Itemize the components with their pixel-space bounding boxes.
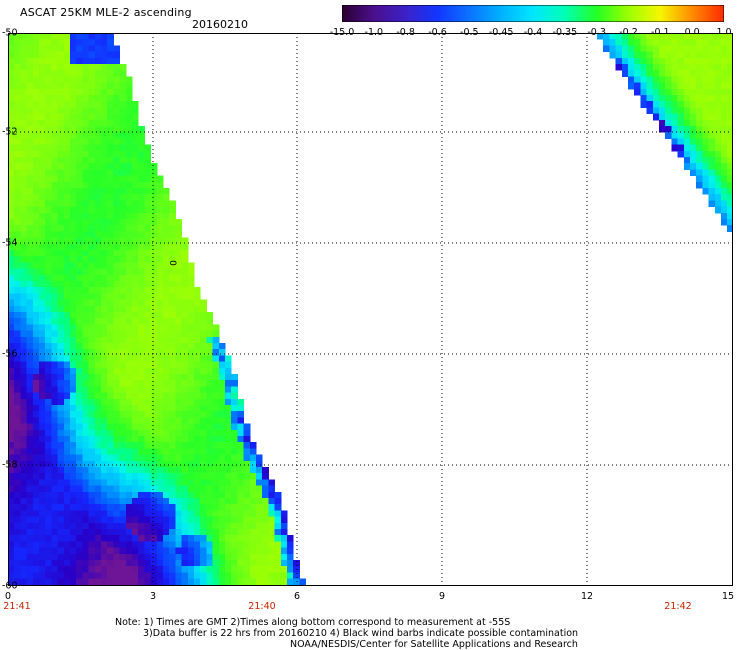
colorbar-tick-label: -0.35 xyxy=(552,27,578,38)
longitude-label: 12 xyxy=(580,591,594,602)
note-line-1: Note: 1) Times are GMT 2)Times along bot… xyxy=(115,617,511,628)
longitude-label: 6 xyxy=(293,591,301,602)
time-label-right: 21:42 xyxy=(664,601,692,612)
colorbar xyxy=(342,5,724,22)
time-label-left: 21:41 xyxy=(3,601,31,612)
graticule xyxy=(8,33,733,586)
colorbar-tick-label: -0.4 xyxy=(523,27,543,38)
colorbar-tick-label: 1.0 xyxy=(716,27,732,38)
colorbar-tick-label: -0.6 xyxy=(428,27,447,38)
colorbar-gradient xyxy=(342,5,724,22)
latitude-label: -50 xyxy=(2,27,18,39)
colorbar-tick-label: -15.0 xyxy=(329,27,355,38)
colorbar-labels: -15.0 -1.0 -0.8 -0.6 -0.5 -0.45 -0.4 -0.35 -0.3 -… xyxy=(329,27,732,39)
colorbar-tick-label: -0.45 xyxy=(488,27,514,38)
swath-map xyxy=(8,33,733,586)
colorbar-tick-label: 0.0 xyxy=(684,27,700,38)
longitude-label: 0 xyxy=(4,591,12,602)
time-label-middle: 21:40 xyxy=(248,601,276,612)
colorbar-tick-label: -0.1 xyxy=(651,27,670,38)
contour-label: 0 xyxy=(166,260,177,266)
product-title: ASCAT 25KM MLE-2 ascending xyxy=(20,6,192,19)
colorbar-tick-label: -1.0 xyxy=(364,27,384,38)
longitude-label: 15 xyxy=(721,591,735,602)
colorbar-tick-label: -0.2 xyxy=(619,27,638,38)
latitude-label: -58 xyxy=(2,459,18,471)
note-line-3: NOAA/NESDIS/Center for Satellite Applica… xyxy=(290,639,578,650)
colorbar-tick-label: -0.8 xyxy=(396,27,415,38)
latitude-label: -60 xyxy=(2,580,18,592)
map-frame xyxy=(8,33,733,586)
latitude-label: -56 xyxy=(2,348,18,360)
product-date: 20160210 xyxy=(192,18,248,31)
colorbar-tick-label: -0.3 xyxy=(587,27,606,38)
colorbar-tick-label: -0.5 xyxy=(460,27,479,38)
swath-cells xyxy=(8,33,733,586)
note-line-2: 3)Data buffer is 22 hrs from 20160210 4)… xyxy=(143,628,579,639)
latitude-label: -52 xyxy=(2,126,18,138)
longitude-label: 9 xyxy=(438,591,446,602)
longitude-label: 3 xyxy=(149,591,157,602)
latitude-label: -54 xyxy=(2,237,18,249)
